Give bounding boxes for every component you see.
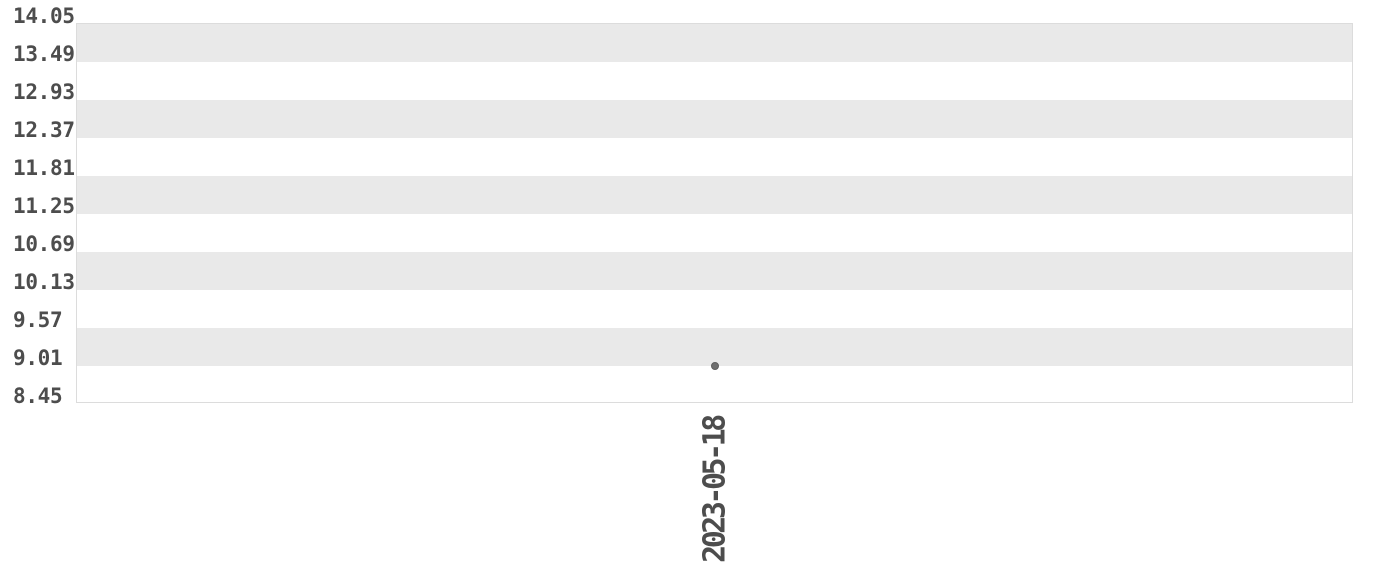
y-axis-tick-label: 11.25 xyxy=(13,193,75,218)
plot-area xyxy=(76,23,1353,403)
x-axis-tick-label: 2023-05-18 xyxy=(697,417,732,563)
data-point xyxy=(710,361,719,370)
y-axis-tick-label: 11.81 xyxy=(13,155,75,180)
y-axis-tick-label: 9.01 xyxy=(13,345,63,370)
y-axis-tick-label: 12.93 xyxy=(13,79,75,104)
y-axis-tick-label: 14.05 xyxy=(13,3,75,28)
y-axis-tick-label: 10.13 xyxy=(13,269,75,294)
y-axis-tick-label: 9.57 xyxy=(13,307,63,332)
y-axis-tick-label: 8.45 xyxy=(13,383,63,408)
y-axis-tick-label: 12.37 xyxy=(13,117,75,142)
y-axis-tick-label: 10.69 xyxy=(13,231,75,256)
y-axis-tick-label: 13.49 xyxy=(13,41,75,66)
